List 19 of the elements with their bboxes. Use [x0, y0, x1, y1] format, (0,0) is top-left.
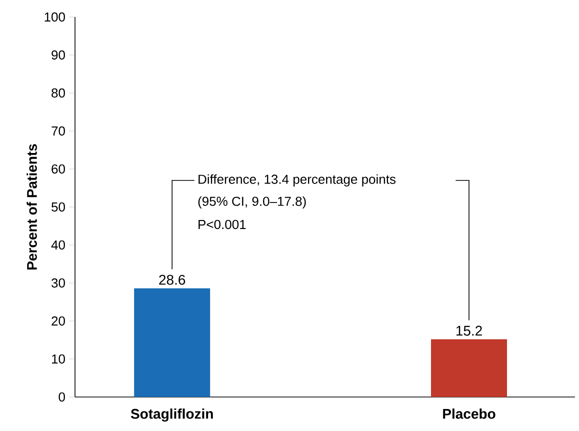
- y-tick-label: 60: [52, 164, 65, 174]
- annotation: P<0.001: [198, 220, 246, 230]
- x-tick-label: Placebo: [443, 408, 496, 419]
- data-label: 28.6: [159, 274, 186, 285]
- y-tick-label: 0: [58, 392, 65, 402]
- data-label: 15.2: [456, 326, 482, 336]
- y-tick-label: 100: [44, 12, 65, 22]
- y-tick-label: 80: [52, 88, 65, 98]
- annotation: Difference, 13.4 percentage points: [198, 174, 396, 186]
- y-tick-label: 50: [52, 202, 65, 212]
- x-tick-label: Sotagliflozin: [130, 408, 213, 422]
- y-tick-label: 90: [52, 50, 65, 60]
- y-tick-label: 10: [52, 354, 65, 364]
- y-tick-label: 40: [51, 240, 65, 250]
- y-tick-label: 30: [52, 278, 65, 288]
- y-axis-title: Percent of Patients: [26, 144, 37, 270]
- y-tick-label: 20: [52, 316, 65, 326]
- y-tick-label: 70: [52, 126, 65, 136]
- annotation: (95% CI, 9.0–17.8): [198, 196, 306, 208]
